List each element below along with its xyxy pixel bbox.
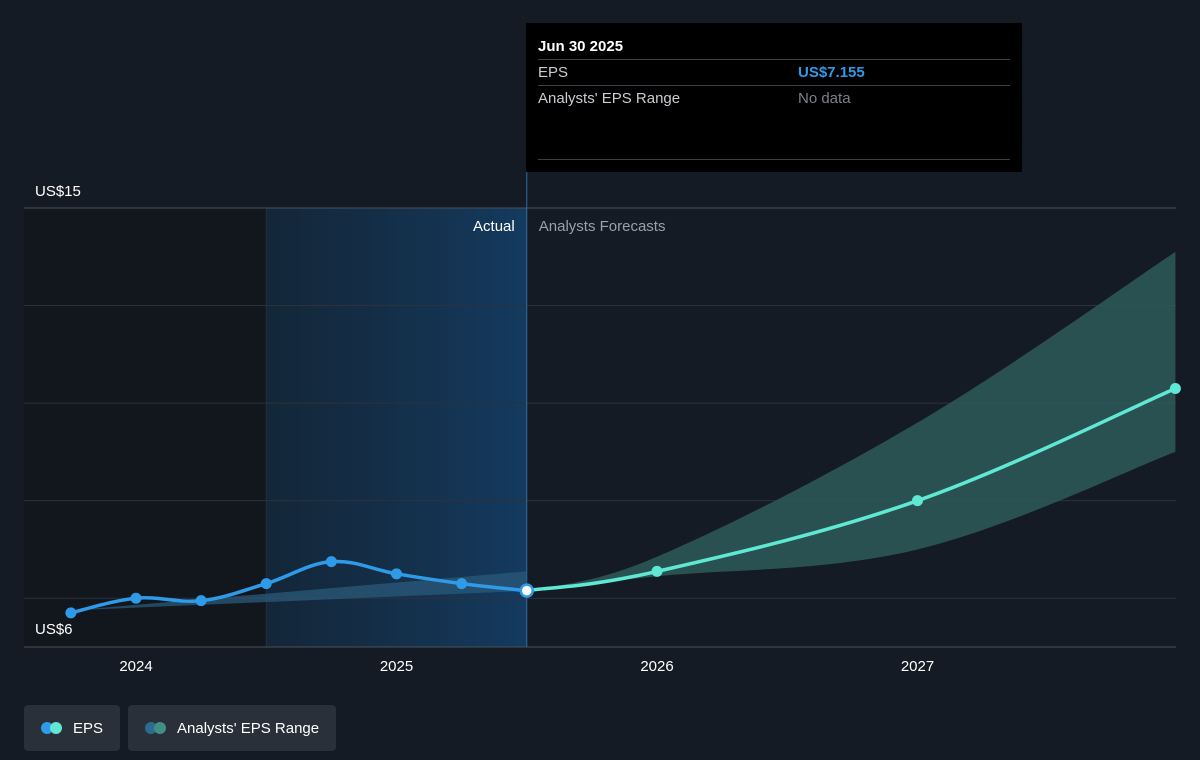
legend-range-dot-forecast [154, 722, 167, 734]
eps-actual-line [69, 559, 529, 615]
eps-actual-point [260, 578, 272, 590]
tooltip-divider [538, 159, 1010, 160]
forecast-range-band [526, 251, 1176, 591]
legend-range-label: Analysts' EPS Range [177, 719, 320, 737]
eps-actual-point-selected [519, 583, 534, 598]
legend-range-swatch-icon [145, 722, 167, 734]
legend-eps-dot-forecast [50, 722, 62, 734]
legend-eps-label: EPS [73, 719, 104, 737]
eps-actual-point [195, 595, 207, 607]
tooltip-eps-value: US$7.155 [798, 64, 865, 81]
eps-actual-point [325, 556, 337, 568]
y-axis-bottom-label: US$6 [35, 621, 73, 638]
eps-actual-point [391, 568, 402, 580]
x-axis-tick-label: 2026 [640, 658, 673, 675]
eps-forecast-point [1169, 382, 1181, 394]
legend-eps-swatch-icon [41, 722, 63, 734]
y-axis-top-label: US$15 [35, 183, 81, 200]
x-axis-tick-label: 2027 [901, 658, 934, 675]
eps-forecast-point [651, 565, 663, 577]
chart-legend: EPS Analysts' EPS Range [24, 705, 337, 751]
eps-actual-point [456, 578, 468, 590]
eps-forecast-point [912, 495, 923, 507]
eps-actual-point [130, 592, 142, 604]
tooltip-eps-row: EPS US$7.155 [538, 59, 1010, 85]
forecast-section-label: Analysts Forecasts [539, 218, 666, 235]
tooltip-date: Jun 30 2025 [538, 38, 624, 55]
actual-section-label: Actual [473, 218, 515, 235]
tooltip-range-label: Analysts' EPS Range [538, 90, 681, 107]
x-axis-tick-label: 2024 [119, 658, 152, 675]
legend-range-button[interactable]: Analysts' EPS Range [128, 705, 337, 751]
tooltip-range-row: Analysts' EPS Range No data [538, 85, 1010, 111]
past-region-shade [24, 208, 267, 647]
tooltip-range-value: No data [798, 90, 851, 107]
chart-tooltip: Jun 30 2025 EPS US$7.155 Analysts' EPS R… [526, 23, 1022, 172]
legend-eps-button[interactable]: EPS [24, 705, 121, 751]
tooltip-eps-label: EPS [538, 64, 569, 81]
x-axis-tick-label: 2025 [380, 658, 413, 675]
eps-actual-point [65, 607, 77, 619]
eps-forecast-line [525, 386, 1178, 593]
